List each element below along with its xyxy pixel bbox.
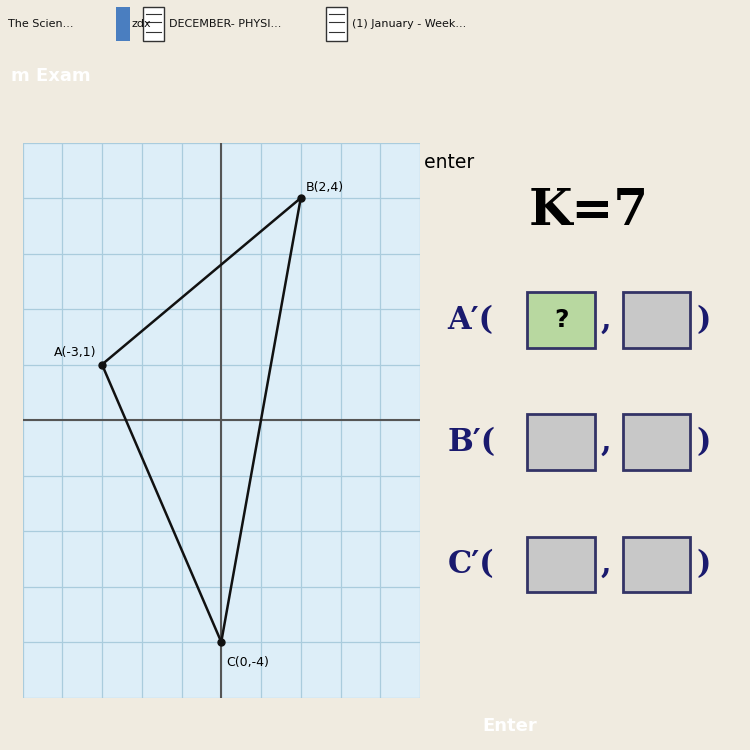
Text: the new coordinates.: the new coordinates. — [164, 184, 361, 203]
Text: ,: , — [601, 427, 612, 458]
FancyBboxPatch shape — [142, 8, 164, 41]
Bar — [622, 415, 690, 470]
Text: B′(: B′( — [447, 427, 496, 458]
Text: A′(: A′( — [447, 304, 494, 335]
Text: Dilate the figure by the scale factor.  Then enter: Dilate the figure by the scale factor. T… — [22, 152, 475, 172]
Text: A(-3,1): A(-3,1) — [53, 346, 96, 359]
Text: Enter: Enter — [483, 717, 537, 735]
Text: ): ) — [696, 427, 711, 458]
Bar — [622, 292, 690, 348]
Text: ,: , — [601, 549, 612, 580]
Text: C′(: C′( — [447, 549, 494, 580]
Text: C(0,-4): C(0,-4) — [226, 656, 269, 669]
Text: m Exam: m Exam — [11, 67, 91, 85]
FancyBboxPatch shape — [326, 8, 347, 41]
Bar — [622, 536, 690, 592]
Bar — [527, 536, 595, 592]
Text: (1) January - Week...: (1) January - Week... — [352, 20, 466, 29]
Text: zdx: zdx — [131, 20, 151, 29]
Bar — [527, 415, 595, 470]
Bar — [527, 292, 595, 348]
Text: ,: , — [601, 304, 612, 335]
Text: K=7: K=7 — [529, 187, 649, 236]
Text: DECEMBER- PHYSI...: DECEMBER- PHYSI... — [169, 20, 281, 29]
Text: ): ) — [696, 304, 711, 335]
Text: B(2,4): B(2,4) — [305, 181, 344, 194]
Text: ): ) — [696, 549, 711, 580]
Text: The Scien...: The Scien... — [8, 20, 73, 29]
FancyBboxPatch shape — [116, 8, 130, 41]
Text: ?: ? — [554, 308, 568, 332]
